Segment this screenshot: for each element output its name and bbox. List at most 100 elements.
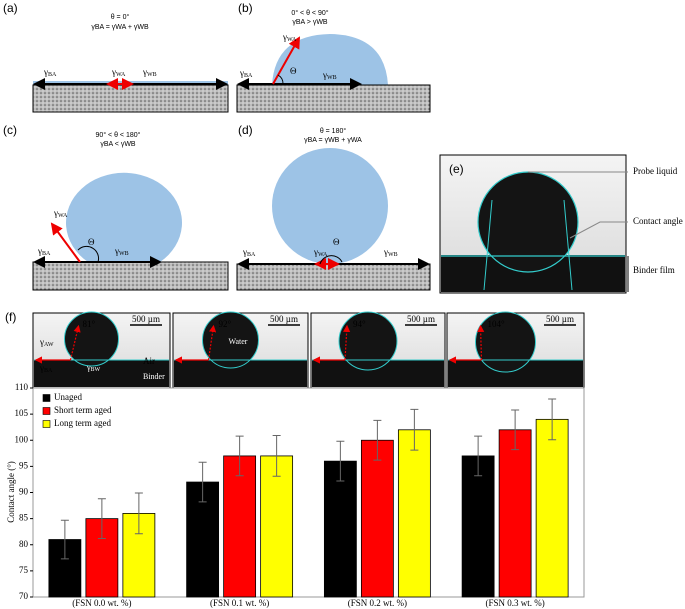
panel-label: (d) [238, 123, 253, 137]
x-tick-label: (FSN 0.0 wt. %) [72, 598, 131, 608]
gamma: γWA [111, 67, 126, 78]
bar [498, 429, 532, 598]
y-tick-label: 75 [19, 565, 29, 575]
gamma: γWB [383, 247, 398, 258]
gamma: γBA [37, 246, 51, 257]
relation: γBA < γWB [100, 141, 136, 148]
error-bar [97, 498, 106, 539]
legend-swatch [42, 420, 51, 428]
gamma: γWA [282, 32, 297, 43]
angle-label: 104° [488, 319, 506, 329]
legend-label: Short term aged [54, 405, 112, 415]
panel-a: (a) θ = 0° γBA = γWA + γWB γBA γWA γWB [3, 1, 229, 113]
gamma: γBA [39, 363, 53, 374]
angle-label: 92° [219, 319, 232, 329]
photo-strip: 500 µm 81° 500 µm 92° 500 µm 94° 500 µm 104° [32, 311, 585, 389]
gamma: γBA [43, 67, 57, 78]
angle-arc [277, 74, 284, 85]
error-bar [235, 435, 244, 477]
bar [535, 418, 569, 598]
error-bar [548, 398, 557, 441]
tangent [69, 324, 81, 361]
error-bar [410, 408, 419, 451]
error-bar [60, 519, 69, 560]
y-axis-label: Contact angle (°) [6, 461, 16, 523]
panel-e: (e) Probe liquid Contact angle Binder fi… [439, 154, 683, 294]
y-tick-label: 110 [15, 382, 29, 392]
y-tick-label: 85 [19, 513, 29, 523]
relation: γBA = γWA + γWB [91, 24, 149, 31]
angle-arc [319, 255, 343, 265]
angle-arc [77, 245, 100, 263]
medium-label: Water [229, 337, 248, 346]
drop [66, 172, 182, 262]
y-tick-label: 90 [19, 487, 29, 497]
tangent [343, 324, 351, 361]
bar-chart: Contact angle (°) 70 75 80 85 90 95 100 105 110 (… [6, 382, 585, 608]
legend-swatch [42, 394, 51, 402]
substrate [236, 84, 431, 113]
angle: θ = 180° [320, 127, 347, 135]
scale-label: 500 µm [132, 314, 160, 324]
x-tick-label: (FSN 0.3 wt. %) [485, 598, 544, 608]
bar [461, 455, 495, 598]
drop [202, 311, 259, 369]
theta: Θ [88, 237, 95, 247]
tangent [207, 324, 217, 361]
arrow [272, 36, 300, 85]
tangent [563, 199, 573, 291]
legend-swatch [42, 407, 51, 415]
substrate [32, 261, 229, 291]
relation: γBA = γWB + γWA [304, 137, 362, 144]
annotation: Probe liquid [633, 166, 678, 176]
medium-label: Air [143, 356, 155, 366]
angle-label: 81° [83, 319, 96, 329]
panel-label: (c) [3, 123, 17, 137]
gamma: γWA [313, 247, 328, 258]
bar [323, 460, 357, 598]
angle: 90° < θ < 180° [96, 131, 141, 139]
bar [260, 455, 294, 598]
theta: Θ [333, 237, 340, 247]
legend-label: Unaged [54, 392, 82, 402]
theta: Θ [290, 66, 297, 76]
tangent [483, 199, 493, 291]
error-bar [134, 492, 143, 535]
gamma: γWB [322, 70, 337, 81]
bar [223, 455, 257, 598]
scale-label: 500 µm [407, 314, 435, 324]
y-tick-label: 70 [19, 591, 29, 601]
gamma: γWB [142, 67, 157, 78]
y-tick-label: 105 [15, 408, 29, 418]
drop [475, 311, 536, 373]
panel-label: (e) [449, 162, 464, 176]
gamma: γWA [53, 208, 68, 219]
x-tick-label: (FSN 0.2 wt. %) [348, 598, 407, 608]
panel-label: (b) [238, 1, 253, 15]
medium-label: Binder [143, 372, 165, 381]
gamma: γBA [239, 68, 253, 79]
arrow [50, 222, 81, 263]
panel-label: (a) [3, 1, 18, 15]
legend-label: Long term aged [54, 418, 111, 428]
angle-label: 94° [353, 319, 366, 329]
panel-f: (f) 500 µm 81° 500 µm 92° 500 µm 94° 500 µm 104… [5, 310, 585, 389]
angle: θ = 0° [111, 13, 130, 21]
substrate [32, 84, 229, 113]
panel-label: (f) [5, 310, 16, 324]
error-bar [272, 435, 281, 477]
y-tick-label: 95 [19, 460, 29, 470]
y-tick-label: 80 [19, 539, 29, 549]
panel-c: (c) 90° < θ < 180° γBA < γWB γWA γBA Θ γ… [3, 123, 229, 291]
y-tick-label: 100 [15, 434, 29, 444]
panel-d: (d) θ = 180° γBA = γWB + γWA γBA γWA Θ γ… [236, 123, 431, 291]
x-tick-label: (FSN 0.1 wt. %) [210, 598, 269, 608]
error-bar [336, 440, 345, 482]
drop [338, 311, 398, 371]
error-bar [373, 419, 382, 461]
gamma: γAW [39, 337, 54, 348]
bar [360, 439, 394, 598]
relation: γBA > γWB [292, 19, 328, 26]
tangent [477, 324, 485, 361]
